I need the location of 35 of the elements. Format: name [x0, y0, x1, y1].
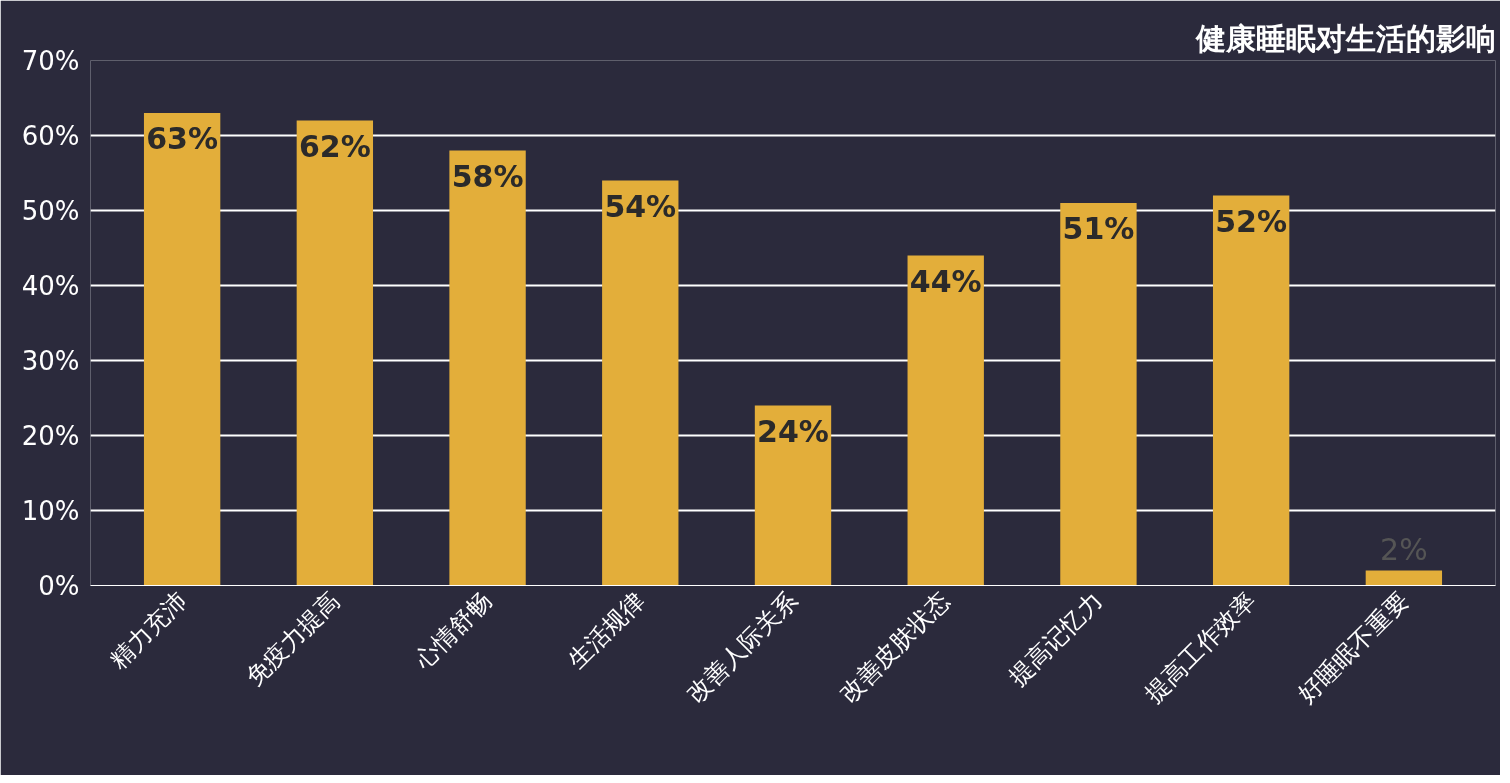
bar: [1212, 195, 1290, 586]
data-label: 44%: [909, 263, 982, 299]
x-tick-label: 提高记忆力: [1003, 586, 1109, 692]
x-tick-label: 改善人际关系: [681, 586, 803, 709]
data-label: 54%: [604, 188, 677, 224]
x-tick-label: 免疫力提高: [240, 586, 345, 692]
data-label: 24%: [757, 413, 829, 449]
bar: [296, 120, 374, 586]
data-label: 62%: [298, 128, 371, 164]
y-tick-label: 20%: [21, 420, 80, 451]
y-tick-label: 10%: [21, 495, 80, 526]
y-tick-label: 30%: [21, 345, 80, 376]
chart-title: 健康睡眠对生活的影响: [1194, 20, 1496, 56]
x-tick-label: 心情舒畅: [409, 586, 498, 675]
y-tick-label: 40%: [21, 270, 80, 301]
y-tick-label: 60%: [21, 120, 80, 151]
data-label: 52%: [1215, 203, 1288, 239]
x-tick-label: 精力充沛: [104, 586, 193, 675]
data-label: 58%: [451, 158, 524, 194]
data-label: 63%: [146, 121, 219, 156]
bar: [1365, 570, 1443, 586]
bar: [1060, 203, 1137, 586]
x-tick-label: 好睡眠不重要: [1292, 586, 1414, 709]
bar: [907, 255, 984, 586]
y-tick-label: 70%: [21, 45, 80, 76]
bar: [754, 405, 832, 586]
data-label: 51%: [1062, 211, 1135, 246]
y-tick-label: 0%: [38, 570, 80, 601]
x-tick-label: 提高工作效率: [1139, 586, 1262, 709]
bar: [602, 180, 679, 586]
x-tick-label: 生活规律: [562, 586, 651, 675]
x-tick-label: 改善皮肤状态: [833, 586, 956, 709]
bar: [143, 113, 221, 586]
y-tick-label: 50%: [21, 195, 80, 226]
bar: [449, 150, 526, 586]
